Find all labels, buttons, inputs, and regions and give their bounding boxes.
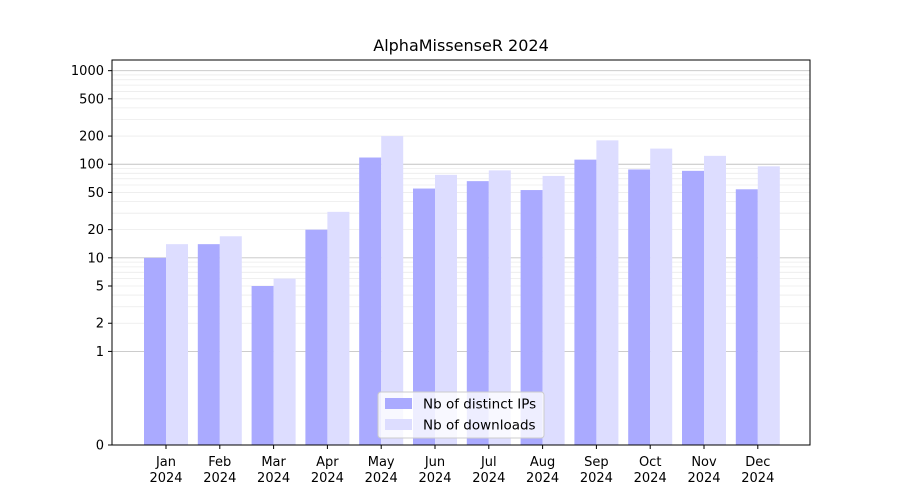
x-tick-label-month: Apr [316, 455, 339, 470]
chart-title: AlphaMissenseR 2024 [373, 36, 549, 55]
bar-downloads-feb [219, 236, 242, 445]
plot-frame [111, 59, 811, 446]
legend-swatch [385, 419, 412, 430]
x-tick-label-month: Mar [261, 455, 286, 470]
x-tick-label-year: 2024 [741, 471, 774, 486]
x-tick-label-year: 2024 [365, 471, 398, 486]
y-tick-label: 100 [79, 158, 104, 173]
bar-downloads-jan [166, 244, 188, 445]
x-tick-label-month: Feb [208, 455, 231, 470]
x-tick-label-year: 2024 [257, 471, 290, 486]
legend-label: Nb of downloads [423, 418, 536, 434]
x-tick-label-year: 2024 [203, 471, 236, 486]
x-tick-label-year: 2024 [418, 471, 451, 486]
y-tick-label: 500 [79, 92, 104, 107]
bar-distinct-ips-may [359, 157, 382, 445]
bar-downloads-oct [650, 148, 673, 445]
y-tick-label: 20 [87, 223, 104, 238]
bar-distinct-ips-sep [574, 159, 597, 445]
x-tick-label-month: Aug [530, 455, 555, 470]
bar-downloads-dec [757, 166, 780, 445]
bar-distinct-ips-aug [520, 190, 543, 445]
x-tick-label-year: 2024 [687, 471, 720, 486]
bar-distinct-ips-jul [466, 181, 489, 445]
y-tick-label: 5 [96, 280, 104, 295]
x-tick-label-year: 2024 [472, 471, 505, 486]
bar-downloads-nov [704, 155, 726, 445]
bar-distinct-ips-apr [305, 229, 328, 445]
bar-downloads-aug [542, 175, 565, 445]
bars [144, 136, 780, 446]
x-tick-label-month: Jan [155, 455, 176, 470]
y-tick-label: 1000 [71, 64, 104, 79]
x-tick-label-month: May [368, 455, 395, 470]
y-tick-label: 2 [96, 317, 104, 332]
x-tick-label-month: Sep [584, 455, 609, 470]
legend-label: Nb of distinct IPs [423, 397, 536, 413]
bar-downloads-sep [596, 140, 619, 445]
x-axis: Jan2024Feb2024Mar2024Apr2024May2024Jun20… [149, 445, 774, 486]
x-tick-label-year: 2024 [634, 471, 667, 486]
legend-swatch [385, 398, 412, 409]
bar-distinct-ips-jun [413, 188, 435, 445]
y-tick-label: 200 [79, 130, 104, 145]
bar-downloads-jul [488, 170, 511, 445]
x-tick-label-month: Jun [424, 455, 445, 470]
y-tick-label: 1 [96, 345, 104, 360]
bar-distinct-ips-nov [682, 170, 704, 446]
x-tick-label-month: Oct [639, 455, 661, 470]
y-axis: 0 1 2 5 10 20 50 100 200 500 1000 [71, 64, 112, 454]
y-tick-label: 0 [96, 439, 104, 454]
bar-distinct-ips-oct [628, 169, 651, 446]
x-tick-label-year: 2024 [311, 471, 344, 486]
x-tick-label-month: Nov [691, 455, 717, 470]
x-tick-label-year: 2024 [580, 471, 613, 486]
x-tick-label-month: Dec [745, 455, 770, 470]
legend-box [377, 391, 545, 439]
bar-distinct-ips-feb [197, 244, 220, 445]
legend: Nb of distinct IPs Nb of downloads [377, 391, 545, 439]
bar-distinct-ips-dec [735, 189, 758, 445]
bar-distinct-ips-mar [251, 286, 274, 445]
bar-downloads-apr [327, 211, 350, 445]
y-tick-label: 10 [87, 251, 104, 266]
bar-downloads-jun [435, 174, 457, 445]
y-tick-label: 50 [87, 186, 104, 201]
x-tick-label-year: 2024 [149, 471, 182, 486]
bar-distinct-ips-jan [144, 257, 166, 445]
bar-downloads-may [381, 136, 404, 446]
x-tick-label-year: 2024 [526, 471, 559, 486]
x-tick-label-month: Jul [480, 455, 497, 470]
bar-downloads-mar [273, 278, 296, 445]
